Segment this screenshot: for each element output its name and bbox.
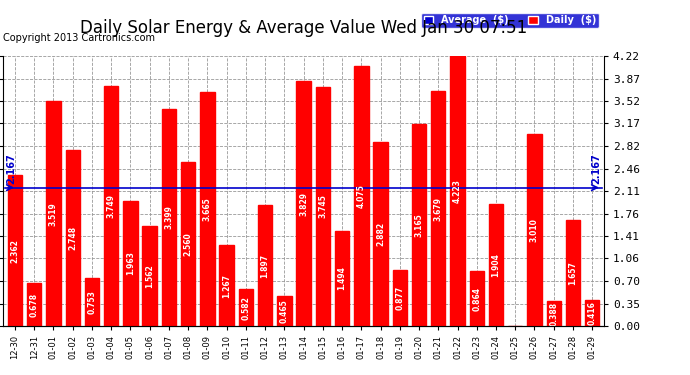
Text: 3.165: 3.165 [415, 213, 424, 237]
Bar [431, 91, 446, 326]
Text: 0.753: 0.753 [88, 290, 97, 314]
Bar [451, 56, 465, 326]
Text: 1.657: 1.657 [569, 261, 578, 285]
Text: 0.388: 0.388 [549, 302, 558, 326]
Bar [354, 66, 368, 326]
Bar [124, 201, 137, 326]
Text: 2.362: 2.362 [10, 239, 19, 262]
Text: 0.877: 0.877 [395, 286, 404, 310]
Text: 1.963: 1.963 [126, 252, 135, 275]
Text: 2.560: 2.560 [184, 232, 193, 256]
Text: 2.167: 2.167 [6, 154, 17, 184]
Bar [585, 300, 600, 326]
Bar [239, 289, 253, 326]
Text: 1.897: 1.897 [261, 254, 270, 278]
Text: 1.904: 1.904 [491, 254, 500, 277]
Text: 2.167: 2.167 [591, 154, 601, 184]
Bar [142, 226, 157, 326]
Bar [335, 231, 349, 326]
Text: 0.416: 0.416 [588, 301, 597, 325]
Bar [373, 142, 388, 326]
Text: 0.465: 0.465 [280, 300, 289, 323]
Bar [219, 245, 234, 326]
Text: Copyright 2013 Cartronics.com: Copyright 2013 Cartronics.com [3, 33, 155, 43]
Bar [46, 101, 61, 326]
Text: 3.519: 3.519 [49, 202, 58, 225]
Text: 3.745: 3.745 [318, 195, 327, 218]
Bar [200, 92, 215, 326]
Text: 3.399: 3.399 [164, 206, 173, 230]
Bar [566, 220, 580, 326]
Bar [27, 283, 41, 326]
Text: 3.749: 3.749 [107, 194, 116, 218]
Text: 1.267: 1.267 [222, 274, 231, 298]
Bar [412, 124, 426, 326]
Text: 4.223: 4.223 [453, 179, 462, 203]
Bar [546, 302, 561, 326]
Legend: Average  ($), Daily  ($): Average ($), Daily ($) [421, 12, 599, 28]
Text: 2.748: 2.748 [68, 226, 77, 251]
Text: 3.010: 3.010 [530, 218, 539, 242]
Bar [104, 86, 119, 326]
Bar [85, 278, 99, 326]
Text: 3.679: 3.679 [434, 196, 443, 220]
Text: 1.494: 1.494 [337, 267, 346, 290]
Bar [161, 109, 176, 326]
Bar [393, 270, 407, 326]
Text: 3.665: 3.665 [203, 197, 212, 221]
Bar [181, 162, 195, 326]
Text: 0.582: 0.582 [241, 296, 250, 320]
Bar [8, 175, 22, 326]
Text: 0.678: 0.678 [30, 292, 39, 316]
Bar [66, 150, 80, 326]
Text: 3.829: 3.829 [299, 192, 308, 216]
Text: 0.864: 0.864 [472, 286, 481, 310]
Text: 2.882: 2.882 [376, 222, 385, 246]
Text: 4.075: 4.075 [357, 184, 366, 208]
Bar [527, 134, 542, 326]
Bar [489, 204, 503, 326]
Text: 1.562: 1.562 [145, 264, 154, 288]
Bar [297, 81, 310, 326]
Bar [258, 205, 273, 326]
Bar [277, 297, 292, 326]
Text: Daily Solar Energy & Average Value Wed Jan 30 07:51: Daily Solar Energy & Average Value Wed J… [80, 19, 527, 37]
Bar [315, 87, 330, 326]
Bar [470, 271, 484, 326]
